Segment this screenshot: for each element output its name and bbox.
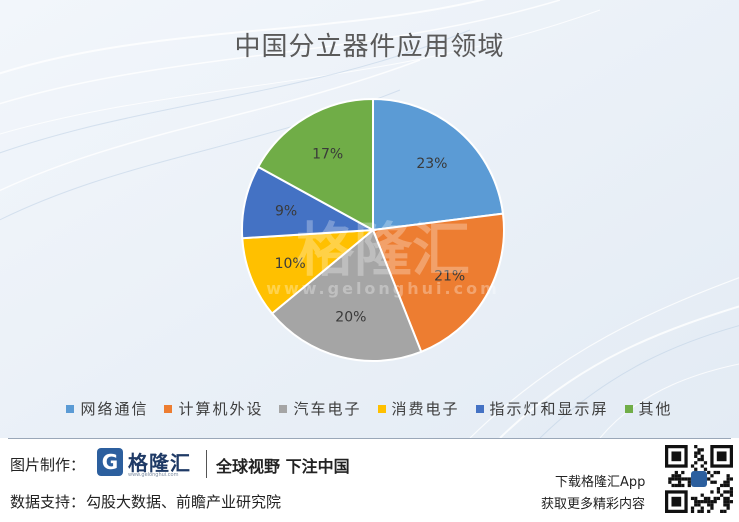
- credit-label: 图片制作：: [10, 456, 86, 474]
- pie-slice: [241, 228, 377, 315]
- slice-data-label: 20%: [335, 309, 366, 325]
- legend-item: 其他: [624, 398, 673, 419]
- footer-divider: [8, 438, 731, 439]
- legend-label: 计算机外设: [178, 400, 264, 418]
- legend-label: 指示灯和显示屏: [489, 400, 609, 418]
- slice-data-label: 17%: [312, 146, 343, 162]
- legend-swatch: [164, 404, 173, 413]
- slice-data-label: 10%: [275, 256, 306, 272]
- background-decoration: [0, 0, 739, 438]
- legend-item: 汽车电子: [279, 398, 361, 419]
- legend-item: 网络通信: [66, 398, 148, 419]
- brand-logo-icon: G: [97, 448, 123, 476]
- legend-item: 消费电子: [377, 398, 460, 419]
- source-label: 数据支持：: [10, 493, 86, 511]
- pie-slice: [371, 212, 505, 354]
- legend-swatch: [377, 404, 386, 413]
- legend-label: 网络通信: [80, 400, 149, 418]
- legend-label: 其他: [638, 400, 673, 418]
- legend-label: 汽车电子: [293, 400, 362, 418]
- legend-swatch: [66, 404, 75, 413]
- chart-title: 中国分立器件应用领域: [234, 32, 505, 62]
- brand-divider: [206, 450, 207, 478]
- legend-item: 计算机外设: [164, 398, 263, 419]
- slice-data-label: 9%: [275, 204, 297, 220]
- legend-swatch: [624, 404, 633, 413]
- pie-slice: [256, 97, 374, 232]
- watermark-text: 格隆汇: [296, 216, 470, 284]
- brand-url: www.gelonghui.com: [128, 472, 179, 478]
- app-promo-text: 获取更多精彩内容: [541, 497, 646, 512]
- legend-swatch: [279, 404, 288, 413]
- brand-name: 格隆汇: [128, 451, 191, 475]
- pie-slice: [372, 97, 505, 232]
- pie-slice: [270, 228, 423, 362]
- footer: 图片制作： G 格隆汇 www.gelonghui.com 全球视野 下注中国 …: [0, 438, 739, 522]
- chart-legend: 网络通信 计算机外设 汽车电子 消费电子 指示灯和显示屏 其他: [0, 398, 739, 419]
- watermark-url: www.gelonghui.com: [266, 279, 500, 298]
- source-text: 勾股大数据、前瞻产业研究院: [86, 493, 282, 511]
- legend-swatch: [475, 404, 484, 413]
- slice-data-label: 21%: [434, 268, 465, 284]
- brand-slogan: 全球视野 下注中国: [216, 457, 350, 476]
- slice-data-label: 23%: [416, 156, 447, 172]
- legend-item: 指示灯和显示屏: [475, 398, 609, 419]
- legend-label: 消费电子: [391, 400, 460, 418]
- app-download-text: 下载格隆汇App: [555, 475, 646, 490]
- qr-code-icon[interactable]: [665, 445, 733, 513]
